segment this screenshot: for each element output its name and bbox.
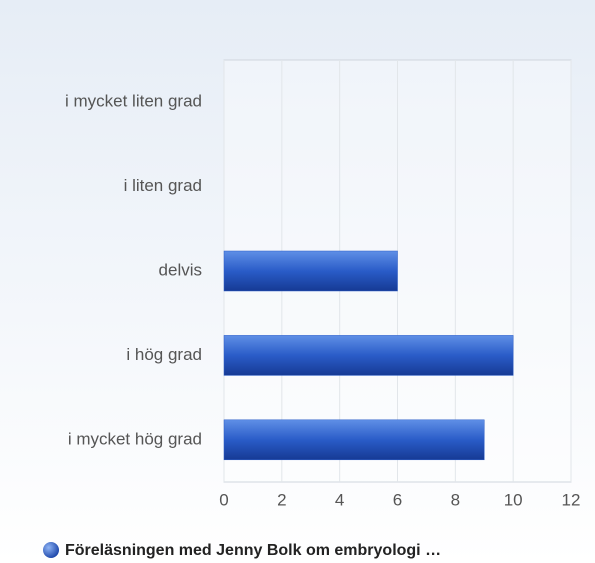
y-tick-label: delvis (159, 260, 202, 279)
y-tick-label: i hög grad (126, 345, 202, 364)
x-tick-label: 12 (562, 490, 581, 509)
x-tick-label: 2 (277, 490, 286, 509)
legend-swatch (43, 542, 59, 558)
x-tick-label: 10 (504, 490, 523, 509)
x-tick-label: 4 (335, 490, 344, 509)
x-tick-label: 0 (219, 490, 228, 509)
x-tick-label: 6 (393, 490, 402, 509)
bar (223, 250, 398, 292)
bar (223, 335, 514, 376)
y-tick-label: i mycket hög grad (68, 429, 202, 448)
y-tick-label: i liten grad (124, 176, 202, 195)
y-tick-label: i mycket liten grad (65, 92, 202, 111)
legend-label: Föreläsningen med Jenny Bolk om embryolo… (65, 542, 441, 559)
bar (223, 419, 485, 461)
x-tick-label: 8 (451, 490, 460, 509)
